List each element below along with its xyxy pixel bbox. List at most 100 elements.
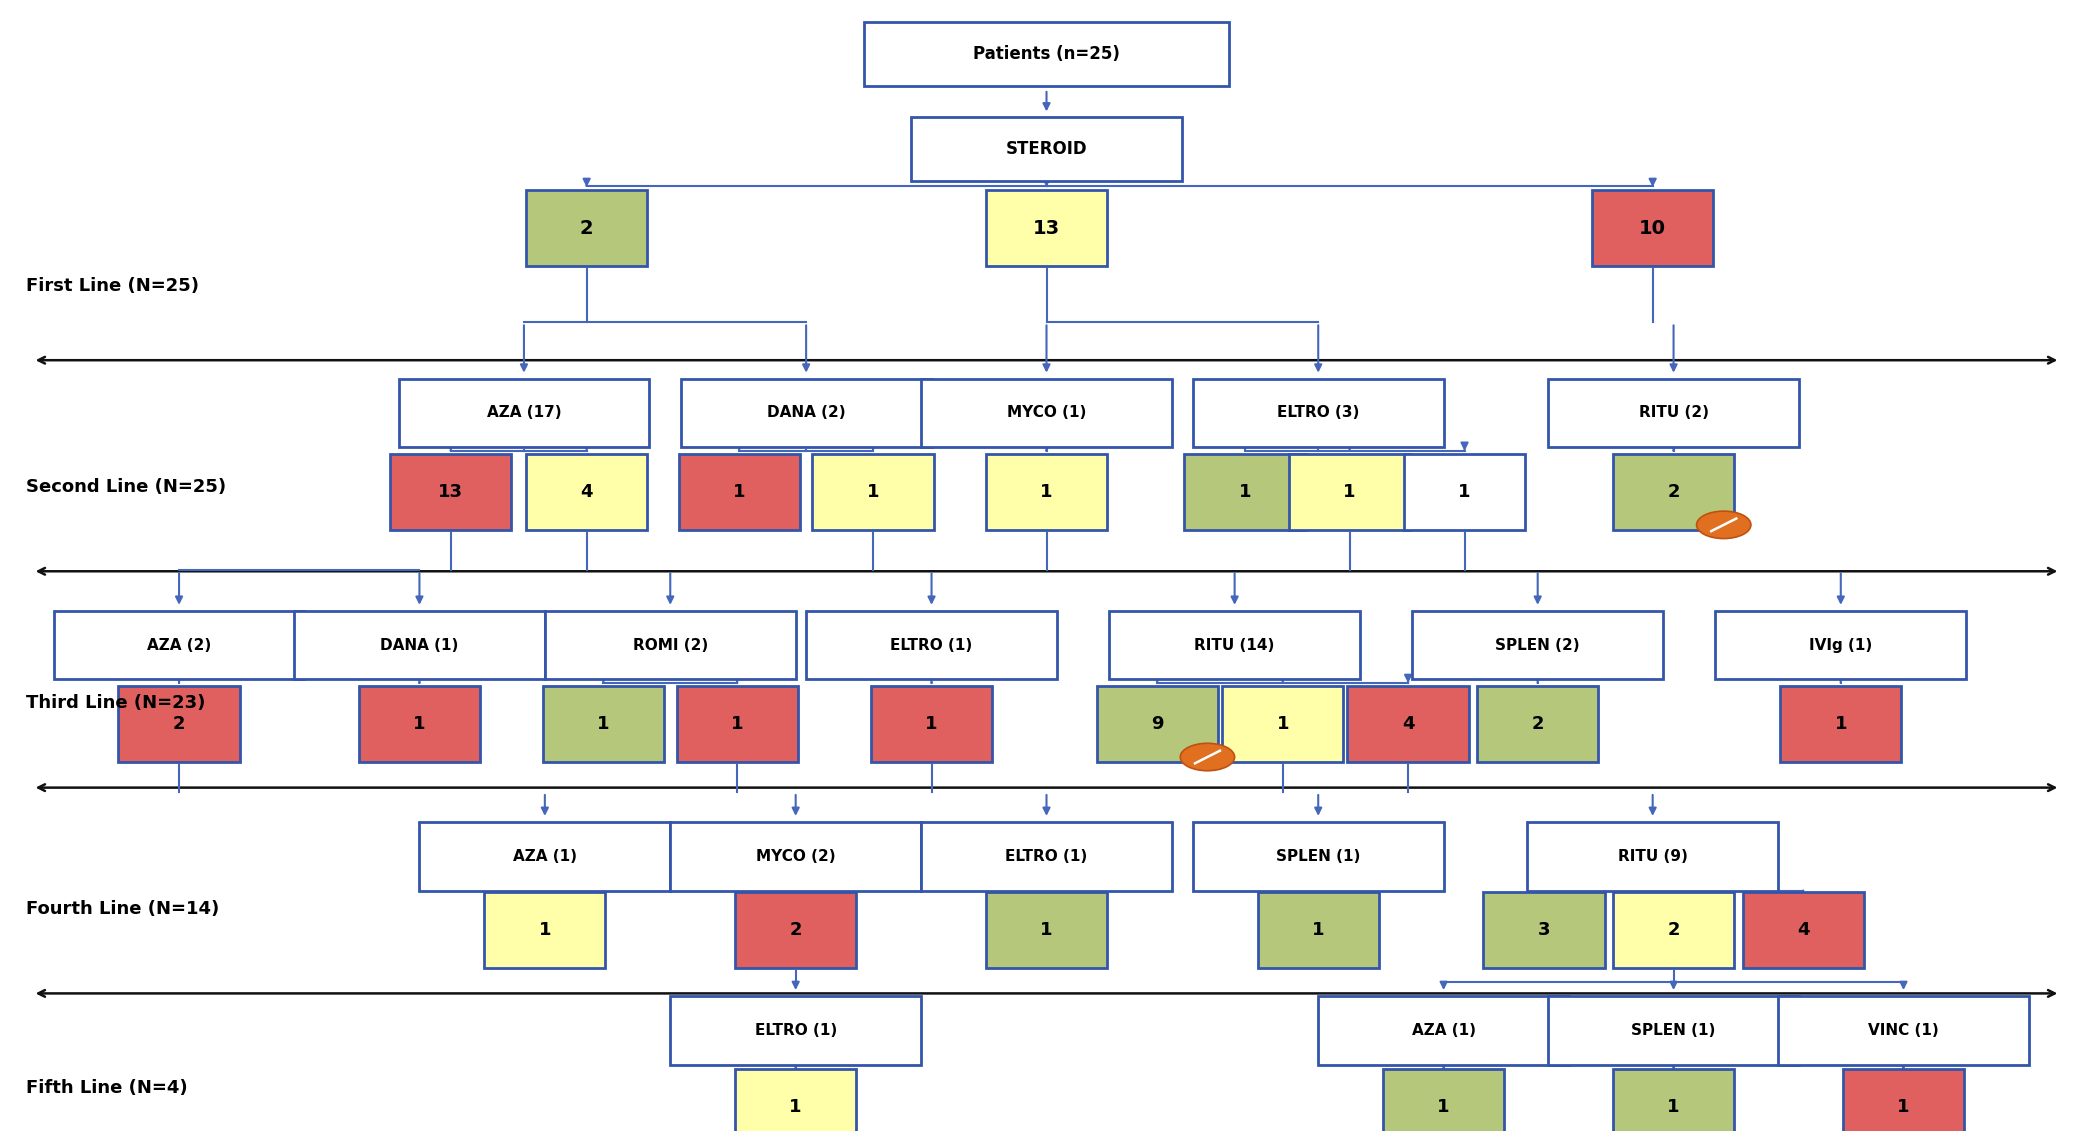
Text: 1: 1 — [733, 483, 745, 501]
Bar — [676, 686, 797, 762]
Bar — [1614, 892, 1735, 968]
Bar — [680, 379, 931, 447]
Text: RITU (2): RITU (2) — [1639, 405, 1708, 420]
Bar — [54, 611, 303, 679]
Bar — [1404, 454, 1526, 530]
Bar — [910, 118, 1183, 181]
Bar — [358, 686, 479, 762]
Bar — [864, 23, 1229, 86]
Bar — [544, 611, 795, 679]
Text: ELTRO (3): ELTRO (3) — [1277, 405, 1360, 420]
Bar — [1478, 686, 1599, 762]
Bar — [419, 822, 670, 891]
Text: 1: 1 — [597, 715, 609, 734]
Bar — [1842, 1070, 1963, 1132]
Text: 4: 4 — [1798, 921, 1810, 940]
Bar — [483, 892, 605, 968]
Bar — [678, 454, 800, 530]
Bar — [1193, 379, 1444, 447]
Text: 1: 1 — [538, 921, 550, 940]
Text: 2: 2 — [1668, 483, 1681, 501]
Text: Patients (n=25): Patients (n=25) — [973, 45, 1120, 63]
Bar — [986, 892, 1107, 968]
Bar — [921, 379, 1172, 447]
Bar — [525, 454, 647, 530]
Bar — [542, 686, 663, 762]
Circle shape — [1697, 512, 1752, 539]
Bar — [1097, 686, 1218, 762]
Text: 10: 10 — [1639, 218, 1666, 238]
Text: SPLEN (1): SPLEN (1) — [1277, 849, 1360, 864]
Text: ELTRO (1): ELTRO (1) — [1005, 849, 1088, 864]
Text: 1: 1 — [1459, 483, 1471, 501]
Text: 1: 1 — [1312, 921, 1325, 940]
Text: RITU (9): RITU (9) — [1618, 849, 1687, 864]
Bar — [670, 996, 921, 1065]
Text: 1: 1 — [1239, 483, 1252, 501]
Text: 1: 1 — [867, 483, 879, 501]
Text: DANA (1): DANA (1) — [381, 637, 458, 653]
Text: 2: 2 — [789, 921, 802, 940]
Bar — [1348, 686, 1469, 762]
Bar — [293, 611, 544, 679]
Bar — [1193, 822, 1444, 891]
Text: 1: 1 — [1344, 483, 1356, 501]
Bar — [1549, 379, 1800, 447]
Bar — [812, 454, 933, 530]
Text: 1: 1 — [1668, 1098, 1681, 1116]
Bar — [1716, 611, 1965, 679]
Text: VINC (1): VINC (1) — [1869, 1023, 1938, 1038]
Text: 4: 4 — [580, 483, 592, 501]
Text: SPLEN (2): SPLEN (2) — [1494, 637, 1580, 653]
Bar — [1383, 1070, 1505, 1132]
Text: 2: 2 — [580, 218, 594, 238]
Text: Third Line (N=23): Third Line (N=23) — [27, 694, 205, 712]
Bar — [1258, 892, 1379, 968]
Text: 1: 1 — [730, 715, 743, 734]
Text: 1: 1 — [1277, 715, 1289, 734]
Bar — [1593, 190, 1714, 266]
Bar — [1185, 454, 1306, 530]
Bar — [1319, 996, 1570, 1065]
Text: 3: 3 — [1538, 921, 1551, 940]
Text: MYCO (2): MYCO (2) — [756, 849, 835, 864]
Text: AZA (1): AZA (1) — [513, 849, 578, 864]
Text: 1: 1 — [1896, 1098, 1909, 1116]
Bar — [1413, 611, 1664, 679]
Bar — [806, 611, 1057, 679]
Circle shape — [1180, 744, 1235, 771]
Text: 2: 2 — [1668, 921, 1681, 940]
Text: SPLEN (1): SPLEN (1) — [1630, 1023, 1716, 1038]
Text: Fifth Line (N=4): Fifth Line (N=4) — [27, 1080, 188, 1097]
Text: 13: 13 — [1034, 218, 1059, 238]
Text: 4: 4 — [1402, 715, 1415, 734]
Text: 2: 2 — [1532, 715, 1545, 734]
Bar — [1109, 611, 1360, 679]
Text: 1: 1 — [1836, 715, 1846, 734]
Bar — [986, 190, 1107, 266]
Text: ELTRO (1): ELTRO (1) — [890, 637, 973, 653]
Text: Fourth Line (N=14): Fourth Line (N=14) — [27, 900, 220, 918]
Bar — [1614, 1070, 1735, 1132]
Text: 2: 2 — [174, 715, 186, 734]
Text: AZA (17): AZA (17) — [488, 405, 561, 420]
Text: 1: 1 — [1040, 921, 1053, 940]
Bar — [921, 822, 1172, 891]
Bar — [1743, 892, 1863, 968]
Bar — [1222, 686, 1344, 762]
Text: DANA (2): DANA (2) — [766, 405, 846, 420]
Text: First Line (N=25): First Line (N=25) — [27, 277, 199, 295]
Bar — [398, 379, 649, 447]
Text: 1: 1 — [412, 715, 425, 734]
Bar — [389, 454, 511, 530]
Text: AZA (2): AZA (2) — [147, 637, 211, 653]
Bar — [1484, 892, 1605, 968]
Bar — [670, 822, 921, 891]
Text: 1: 1 — [789, 1098, 802, 1116]
Bar — [1781, 686, 1900, 762]
Text: ELTRO (1): ELTRO (1) — [756, 1023, 837, 1038]
Text: Second Line (N=25): Second Line (N=25) — [27, 478, 226, 496]
Bar — [1549, 996, 1800, 1065]
Bar — [1614, 454, 1735, 530]
Bar — [1289, 454, 1411, 530]
